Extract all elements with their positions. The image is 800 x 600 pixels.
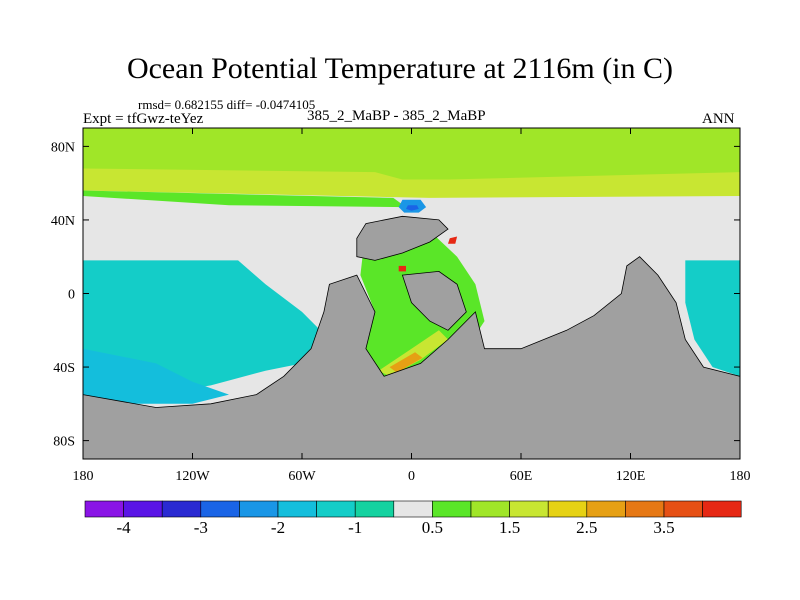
region-east-pacific-cyan [685,260,740,377]
colorbar-label: -3 [194,518,208,537]
colorbar-box [663,500,703,518]
colorbar-box [200,500,240,518]
colorbar-box [625,500,665,518]
season-label: ANN [702,111,735,127]
x-tick-label: 120E [616,469,646,484]
plot-area [82,128,741,460]
region-red-spot-west [398,265,406,272]
y-tick-label: 80N [51,140,75,155]
chart-subtitle: 385_2_MaBP - 385_2_MaBP [307,108,486,124]
axes: 180 120W 60W 0 60E 120E 180 80N 40N 0 40S 80S [51,127,751,484]
x-tick-label: 60E [510,469,533,484]
land-central-continent [356,215,449,261]
region-high-latitude-band [83,168,740,198]
colorbar-label: -2 [271,518,285,537]
colorbar-box [586,500,626,518]
x-tick-label: 0 [408,469,415,484]
colorbar-box [239,500,279,518]
y-tick-label: 40S [53,361,75,376]
y-tick-label: 0 [68,288,75,303]
x-tick-label: 60W [288,469,316,484]
colorbar: -4 -3 -2 -1 0.5 1.5 2.5 3.5 [84,500,742,537]
colorbar-label: -1 [348,518,362,537]
stats-text: rmsd= 0.682155 diff= -0.0474105 [138,97,316,112]
experiment-label: Expt = tfGwz-teYez [83,111,204,127]
land-antarctic-and-south-pacific-land [82,256,741,460]
colorbar-box [161,500,202,518]
colorbar-box [509,500,549,518]
colorbar-box [393,500,433,518]
chart-title: Ocean Potential Temperature at 2116m (in… [126,52,674,85]
colorbar-label: 1.5 [499,518,520,537]
colorbar-label: 0.5 [422,518,443,537]
region-south-atlantic-warm [389,352,423,373]
colorbar-box [432,500,472,518]
colorbar-box [702,500,742,518]
region-south-pacific-cyan [83,260,330,395]
land-africa-like-continent [401,270,467,331]
x-tick-label: 180 [73,469,94,484]
region-red-spot-north [448,236,458,244]
colorbar-label: 2.5 [576,518,597,537]
colorbar-box [277,500,317,518]
x-tick-label: 180 [730,469,751,484]
colorbar-box [354,500,395,518]
x-tick-label: 120W [175,469,210,484]
colorbar-box [470,500,510,518]
colorbar-box [84,500,124,518]
y-tick-label: 80S [53,435,75,450]
region-north-pacific-positive [83,190,406,208]
colorbar-box [547,500,588,518]
colorbar-label: -4 [117,518,132,537]
region-south-pacific-cold [83,348,229,404]
colorbar-label: 3.5 [653,518,674,537]
colorbar-box [123,500,163,518]
colorbar-box [316,500,356,518]
region-north-atlantic-cold-core [406,205,419,211]
y-tick-label: 40N [51,214,75,229]
